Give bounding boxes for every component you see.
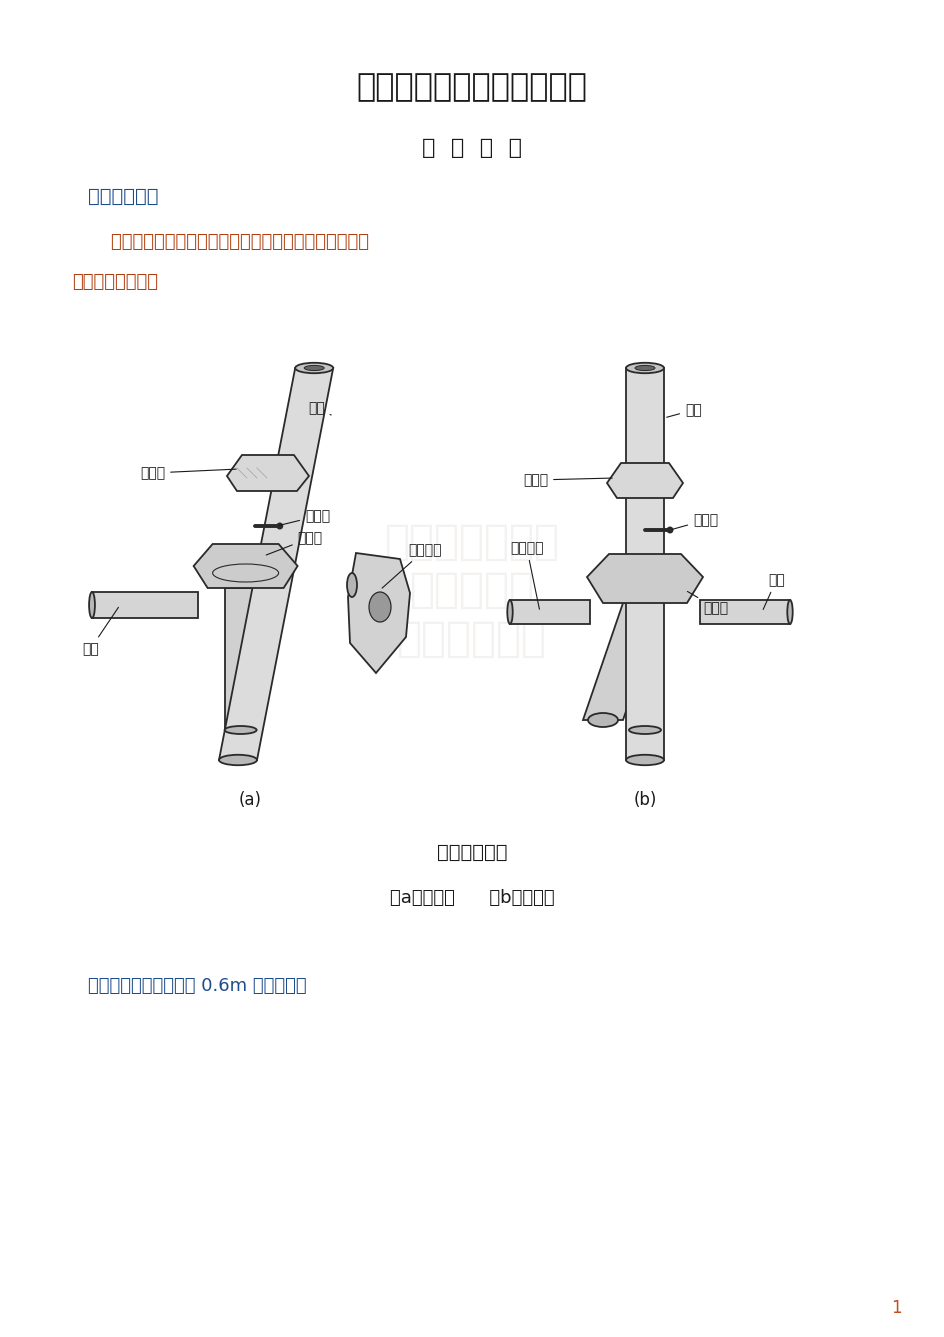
Text: (a): (a) xyxy=(238,792,261,809)
Ellipse shape xyxy=(629,726,660,734)
Ellipse shape xyxy=(346,574,357,598)
Ellipse shape xyxy=(507,600,513,624)
Circle shape xyxy=(276,523,283,529)
Text: 限位销: 限位销 xyxy=(672,513,717,529)
Polygon shape xyxy=(510,600,589,624)
Text: 建筑施工碗扣式钢管脚手架: 建筑施工碗扣式钢管脚手架 xyxy=(356,72,587,103)
Ellipse shape xyxy=(304,365,324,370)
Polygon shape xyxy=(225,588,257,730)
Ellipse shape xyxy=(368,592,391,622)
Text: 横杆: 横杆 xyxy=(763,574,784,610)
Text: 立杆: 立杆 xyxy=(666,402,701,417)
Text: 立杆: 立杆 xyxy=(308,401,330,414)
Polygon shape xyxy=(582,603,663,721)
Text: 限位销: 限位销 xyxy=(279,509,329,525)
Text: 碗扣节点构成: 碗扣节点构成 xyxy=(436,842,507,861)
Text: 横杆接头: 横杆接头 xyxy=(510,541,543,610)
Text: 横杆接头: 横杆接头 xyxy=(381,543,441,588)
Text: (b): (b) xyxy=(632,792,656,809)
Text: 下碗扣: 下碗扣 xyxy=(686,591,728,615)
Ellipse shape xyxy=(89,592,94,618)
Text: 上碗扣: 上碗扣 xyxy=(522,473,612,487)
Polygon shape xyxy=(219,368,333,759)
Ellipse shape xyxy=(625,362,664,373)
Text: 1: 1 xyxy=(890,1300,901,1317)
Text: 横杆: 横杆 xyxy=(82,607,118,656)
Text: 立杆的碗扣结点应由上碗扣、下碗扣、横杆接头和上碗: 立杆的碗扣结点应由上碗扣、下碗扣、横杆接头和上碗 xyxy=(88,233,368,251)
Text: 建筑施工碗扣式
钢管脚手架
安全技术规范: 建筑施工碗扣式 钢管脚手架 安全技术规范 xyxy=(384,520,559,659)
Ellipse shape xyxy=(219,755,257,765)
Ellipse shape xyxy=(225,726,257,734)
Ellipse shape xyxy=(634,365,654,370)
Ellipse shape xyxy=(587,713,617,727)
Text: 构  造  要  求: 构 造 要 求 xyxy=(422,138,521,158)
Polygon shape xyxy=(92,592,197,618)
Polygon shape xyxy=(625,368,664,759)
Text: 立杆碗扣节点间距应按 0.6m 模数设置。: 立杆碗扣节点间距应按 0.6m 模数设置。 xyxy=(88,977,306,995)
Ellipse shape xyxy=(625,755,664,765)
Text: 下碗扣: 下碗扣 xyxy=(266,531,323,555)
Text: 上碗扣: 上碗扣 xyxy=(140,467,236,480)
Polygon shape xyxy=(700,600,789,624)
Ellipse shape xyxy=(295,362,333,373)
Text: 扣限位销等构成。: 扣限位销等构成。 xyxy=(72,273,158,291)
Ellipse shape xyxy=(786,600,792,624)
Polygon shape xyxy=(194,544,297,588)
Polygon shape xyxy=(586,554,702,603)
Text: （a）连接前      （b）连接后: （a）连接前 （b）连接后 xyxy=(389,889,554,906)
Polygon shape xyxy=(629,603,660,730)
Text: 一、碗扣节点: 一、碗扣节点 xyxy=(88,186,159,206)
Polygon shape xyxy=(227,455,309,491)
Circle shape xyxy=(666,527,673,533)
Polygon shape xyxy=(606,463,683,497)
Polygon shape xyxy=(347,554,410,673)
